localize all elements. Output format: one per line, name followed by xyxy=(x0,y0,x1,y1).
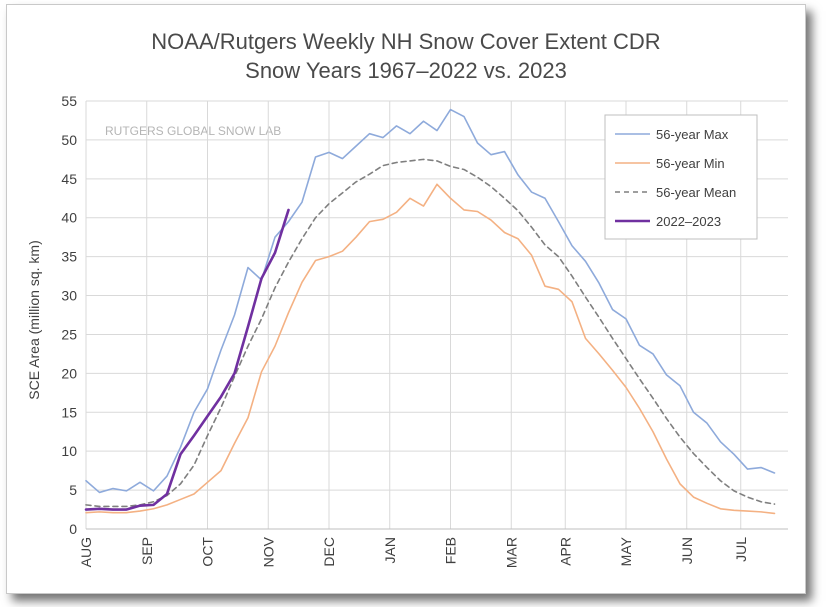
y-axis-label: SCE Area (million sq. km) xyxy=(26,240,42,399)
y-tick-label: 25 xyxy=(61,326,77,342)
axes: 0 5 10 15 20 25 30 35 40 45 50 55 AUG SEP OCT NOV DEC JAN… xyxy=(61,93,788,568)
legend-label: 56-year Max xyxy=(656,127,729,142)
y-tick-label: 10 xyxy=(61,443,77,459)
x-tick-label: JUL xyxy=(733,537,749,562)
x-tick-label: JAN xyxy=(382,537,398,563)
snow-cover-chart: NOAA/Rutgers Weekly NH Snow Cover Extent… xyxy=(26,29,788,568)
y-tick-label: 45 xyxy=(61,171,77,187)
x-tick-label: AUG xyxy=(78,537,94,567)
x-tick-label: DEC xyxy=(321,537,337,567)
series-line-0 xyxy=(85,108,776,494)
y-tick-label: 20 xyxy=(61,365,77,381)
y-tick-label: 55 xyxy=(61,93,77,109)
x-tick-label: APR xyxy=(557,537,573,566)
x-tick-label: MAY xyxy=(618,536,634,566)
x-tick-label: NOV xyxy=(260,536,276,567)
watermark: RUTGERS GLOBAL SNOW LAB xyxy=(105,124,281,138)
gridlines xyxy=(85,100,788,529)
x-tick-label: OCT xyxy=(200,537,216,567)
legend: 56-year Max 56-year Min 56-year Mean 2022–2… xyxy=(604,114,758,240)
legend-label: 2022–2023 xyxy=(656,214,721,229)
chart-title-line2: Snow Years 1967–2022 vs. 2023 xyxy=(245,58,567,83)
y-tick-label: 5 xyxy=(69,482,77,498)
legend-label: 56-year Min xyxy=(656,156,725,171)
x-tick-label: FEB xyxy=(443,537,459,564)
y-tick-label: 35 xyxy=(61,249,77,265)
legend-label: 56-year Mean xyxy=(656,185,736,200)
y-tick-label: 40 xyxy=(61,210,77,226)
x-tick-label: JUN xyxy=(679,537,695,564)
series-line-2 xyxy=(85,158,776,508)
chart-title-line1: NOAA/Rutgers Weekly NH Snow Cover Extent… xyxy=(151,29,660,54)
series-line-1 xyxy=(85,183,776,515)
chart-frame: NOAA/Rutgers Weekly NH Snow Cover Extent… xyxy=(6,4,806,594)
y-tick-label: 15 xyxy=(61,404,77,420)
y-tick-label: 30 xyxy=(61,288,77,304)
series-line-3 xyxy=(84,208,290,511)
series-lines xyxy=(84,108,776,515)
x-tick-label: MAR xyxy=(503,537,519,568)
y-tick-label: 0 xyxy=(69,521,77,537)
legend-box xyxy=(604,114,758,240)
x-tick-label: SEP xyxy=(139,537,155,565)
y-tick-label: 50 xyxy=(61,132,77,148)
